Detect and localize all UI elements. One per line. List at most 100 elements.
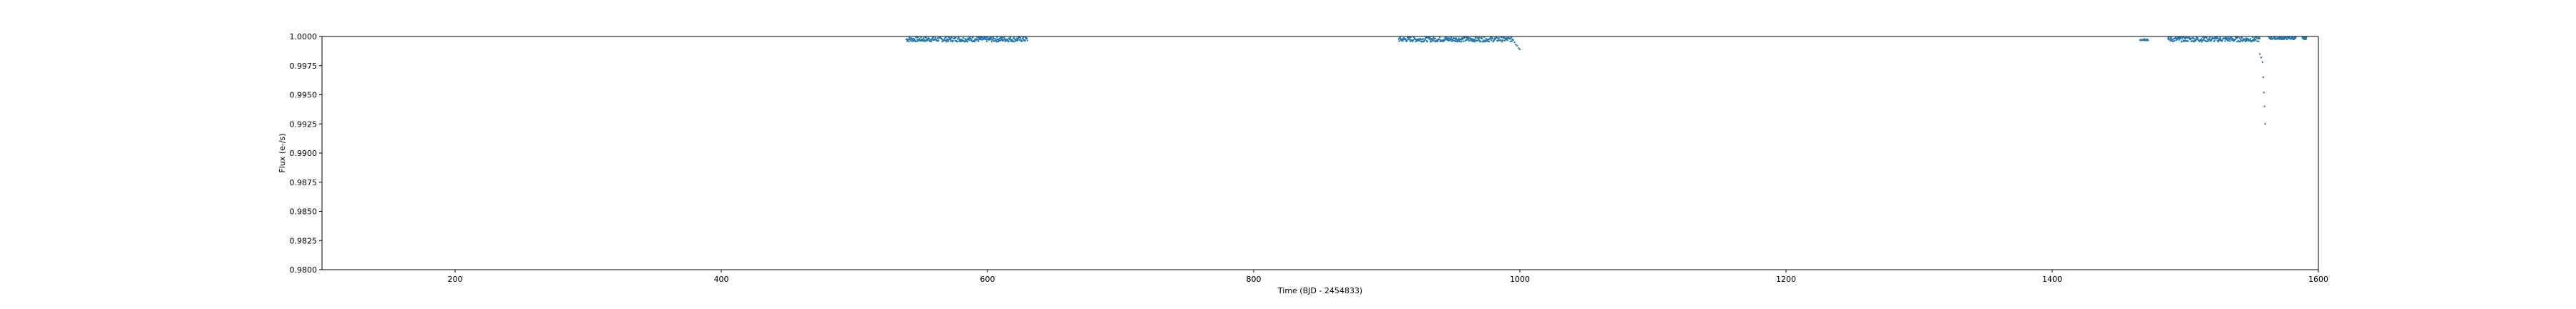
data-point xyxy=(2178,39,2180,41)
data-point xyxy=(929,39,932,41)
data-point xyxy=(1478,39,1480,41)
data-point xyxy=(908,40,910,43)
data-point xyxy=(2188,36,2190,39)
data-point-dip xyxy=(1518,48,1521,51)
x-tick-label: 1000 xyxy=(1510,275,1530,284)
data-point xyxy=(2242,39,2245,41)
data-point xyxy=(981,36,983,39)
data-point xyxy=(909,39,912,41)
data-point xyxy=(1438,36,1441,39)
data-point xyxy=(1450,36,1453,39)
data-point xyxy=(2170,40,2172,42)
data-point xyxy=(2270,36,2273,39)
data-point xyxy=(930,40,932,43)
data-point xyxy=(1454,40,1456,42)
data-point xyxy=(1003,38,1006,40)
data-point xyxy=(950,36,953,39)
data-point xyxy=(1512,39,1514,41)
data-point xyxy=(993,37,995,40)
x-tick-label: 1200 xyxy=(1776,275,1796,284)
data-point xyxy=(1000,36,1002,39)
data-point xyxy=(2238,36,2241,39)
data-point xyxy=(2220,38,2222,40)
data-point xyxy=(2229,40,2231,42)
data-point xyxy=(1471,40,1473,42)
data-point xyxy=(1475,38,1477,40)
data-point xyxy=(1429,36,1431,39)
data-point xyxy=(1011,39,1013,41)
data-point xyxy=(956,40,959,43)
data-point xyxy=(2180,40,2183,42)
data-point xyxy=(1455,37,1458,39)
data-point xyxy=(914,38,916,41)
data-point xyxy=(1503,37,1506,39)
data-point xyxy=(980,39,982,41)
data-point xyxy=(1485,38,1488,40)
data-point xyxy=(1434,37,1436,39)
data-point xyxy=(919,40,922,42)
data-point xyxy=(1026,39,1029,41)
data-point xyxy=(947,39,949,41)
data-point xyxy=(2194,38,2196,40)
y-tick-label: 0.9850 xyxy=(290,207,318,217)
data-point xyxy=(945,39,947,41)
data-point xyxy=(917,36,919,39)
data-point xyxy=(934,36,937,39)
data-point xyxy=(995,39,997,41)
data-point-dip xyxy=(1517,47,1520,49)
data-point xyxy=(1444,36,1446,39)
data-point xyxy=(1455,39,1457,41)
data-point xyxy=(1467,36,1469,39)
data-point xyxy=(936,37,939,39)
data-point xyxy=(968,39,971,41)
data-point xyxy=(2202,36,2204,39)
data-point xyxy=(2210,39,2213,41)
data-point xyxy=(2170,36,2172,39)
data-point xyxy=(995,40,998,43)
data-point xyxy=(916,40,918,42)
data-point xyxy=(970,37,972,40)
data-point xyxy=(2240,39,2243,41)
data-point xyxy=(2203,36,2206,39)
data-point xyxy=(1438,38,1440,41)
y-axis-label: Flux (e-/s) xyxy=(278,133,287,172)
data-point xyxy=(2286,38,2288,40)
data-point xyxy=(2185,36,2187,39)
data-point xyxy=(1468,40,1470,42)
y-tick-label: 0.9800 xyxy=(290,265,318,275)
data-point xyxy=(1500,39,1502,41)
data-point xyxy=(2186,36,2188,39)
data-point xyxy=(1473,41,1476,43)
data-point xyxy=(2147,39,2150,41)
data-point xyxy=(1413,39,1415,41)
data-point xyxy=(1450,39,1452,41)
data-point xyxy=(990,37,992,39)
data-point xyxy=(2234,39,2237,41)
data-point-dip xyxy=(1516,44,1518,47)
data-point xyxy=(2253,39,2255,42)
data-point xyxy=(966,39,968,41)
data-point xyxy=(2169,38,2172,40)
x-tick-label: 400 xyxy=(714,275,729,284)
data-point xyxy=(932,37,934,40)
x-tick-label: 200 xyxy=(448,275,463,284)
data-point xyxy=(1410,36,1412,39)
data-point xyxy=(1019,36,1022,39)
data-point xyxy=(2239,40,2241,43)
data-point xyxy=(1430,40,1433,43)
data-point xyxy=(1013,40,1015,43)
data-point xyxy=(1021,40,1023,42)
data-point xyxy=(1506,39,1508,41)
data-point xyxy=(945,41,947,43)
data-point xyxy=(985,36,987,39)
data-point xyxy=(2241,37,2243,39)
data-point xyxy=(2214,39,2216,41)
data-point xyxy=(1009,38,1011,40)
data-point xyxy=(1432,39,1434,41)
data-point xyxy=(1433,40,1435,42)
x-axis: 200 400 600 800 1000 1200 1400 1600 xyxy=(448,270,2328,284)
data-point xyxy=(2167,36,2170,39)
data-point xyxy=(2256,40,2258,42)
data-point xyxy=(950,40,952,42)
data-point xyxy=(2181,37,2183,40)
